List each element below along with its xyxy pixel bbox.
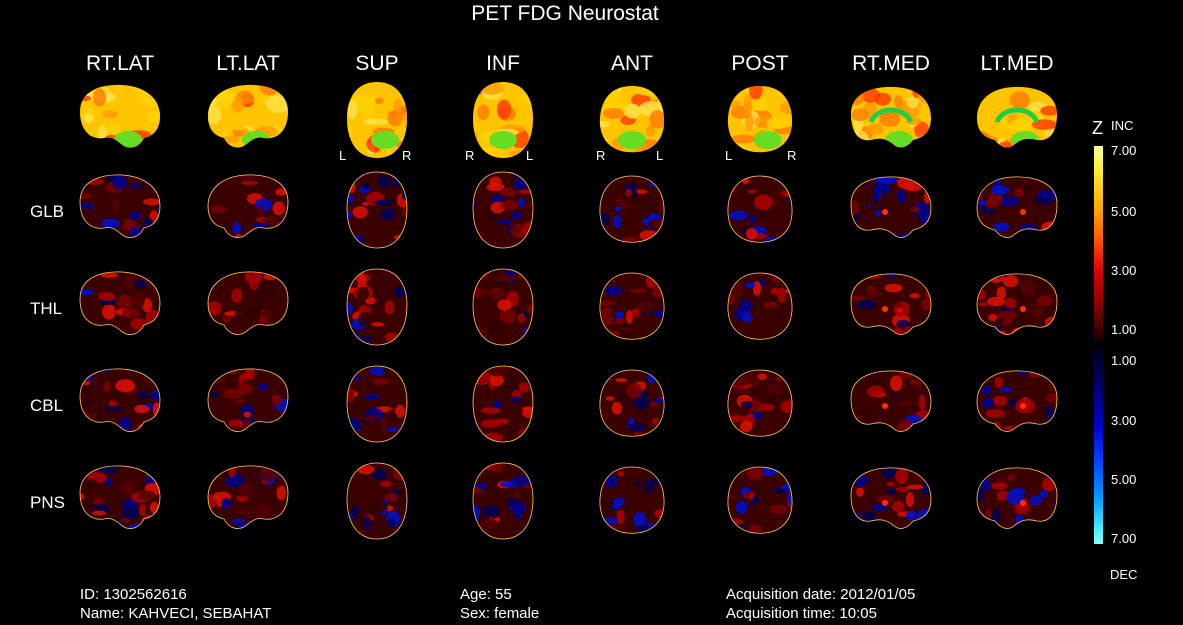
fdg-brain-image xyxy=(599,86,665,153)
fdg-brain-image xyxy=(473,82,533,158)
zscore-brain-image xyxy=(346,171,408,249)
row-label-pns: PNS xyxy=(30,493,65,512)
row-label-cbl: CBL xyxy=(30,396,64,415)
zscore-brain-image xyxy=(599,466,665,534)
zscore-brain-image xyxy=(472,268,534,346)
zscore-brain-image xyxy=(850,176,932,238)
zscore-brain-image xyxy=(727,369,793,437)
fdg-brain-image xyxy=(347,82,407,158)
view-header-sup: SUP xyxy=(355,52,399,75)
zscore-brain-image xyxy=(79,271,161,335)
fdg-brain-image xyxy=(851,86,931,148)
acquisition-date: Acquisition date: 2012/01/05 xyxy=(726,586,916,603)
zscore-brain-image xyxy=(472,365,534,443)
colorbar-tick-inc-1: 1.00 xyxy=(1111,322,1137,337)
colorbar-z-label: Z xyxy=(1092,118,1103,138)
fdg-brain-image xyxy=(977,86,1057,148)
zscore-brain-image xyxy=(346,365,408,443)
colorbar-tick-inc-3: 3.00 xyxy=(1111,263,1137,278)
colorbar-tick-dec-1: 1.00 xyxy=(1111,353,1137,368)
zscore-brain-image xyxy=(79,368,161,432)
zscore-brain-image xyxy=(850,273,932,335)
zscore-brain-image xyxy=(599,369,665,437)
zscore-brain-image xyxy=(207,271,289,335)
zscore-brain-image xyxy=(727,272,793,340)
patient-name: Name: KAHVECI, SEBAHAT xyxy=(80,605,272,622)
orient-post-left: L xyxy=(725,148,733,163)
orient-inf-left: R xyxy=(465,148,475,163)
view-header-post: POST xyxy=(731,52,789,75)
zscore-brain-image xyxy=(976,370,1058,432)
row-label-glb: GLB xyxy=(30,202,65,221)
zscore-brain-image xyxy=(472,462,534,540)
zscore-brain-image xyxy=(472,171,534,249)
orient-sup-left: L xyxy=(339,148,347,163)
colorbar-tick-dec-5: 5.00 xyxy=(1111,472,1137,487)
fdg-brain-image xyxy=(727,86,793,153)
fdg-brain-image xyxy=(80,84,160,148)
view-header-lt-lat: LT.LAT xyxy=(216,52,280,75)
orient-ant-right: L xyxy=(656,148,664,163)
zscore-brain-image xyxy=(207,465,289,529)
orient-ant-left: R xyxy=(596,148,606,163)
zscore-brain-image xyxy=(976,273,1058,335)
zscore-brain-image xyxy=(207,368,289,432)
patient-demographics: Age: 55 Sex: female xyxy=(460,585,539,623)
zscore-brain-image xyxy=(346,268,408,346)
view-header-lt-med: LT.MED xyxy=(980,52,1054,75)
colorbar-tick-dec-3: 3.00 xyxy=(1111,413,1137,428)
orient-sup-right: R xyxy=(402,148,412,163)
zscore-brain-image xyxy=(599,272,665,340)
zscore-brain-image xyxy=(79,465,161,529)
zscore-brain-image xyxy=(850,370,932,432)
patient-id: ID: 1302562616 xyxy=(80,586,187,603)
zscore-brain-image xyxy=(850,467,932,529)
colorbar-tick-inc-5: 5.00 xyxy=(1111,204,1137,219)
colorbar-tick-dec-7: 7.00 xyxy=(1111,531,1137,546)
row-label-thl: THL xyxy=(30,299,63,318)
orient-post-right: R xyxy=(787,148,797,163)
zscore-brain-image xyxy=(727,175,793,243)
patient-age: Age: 55 xyxy=(460,586,512,603)
acquisition-block: Acquisition date: 2012/01/05 Acquisition… xyxy=(726,585,915,623)
colorbar-tick-inc-7: 7.00 xyxy=(1111,143,1137,158)
zscore-brain-image xyxy=(976,176,1058,238)
view-header-inf: INF xyxy=(486,52,520,75)
colorbar-dec-label: DEC xyxy=(1110,567,1138,582)
zscore-brain-image xyxy=(976,467,1058,529)
view-header-rt-med: RT.MED xyxy=(852,52,930,75)
zscore-brain-image xyxy=(599,175,665,243)
zscore-brain-image xyxy=(727,466,793,534)
fdg-brain-image xyxy=(208,84,288,148)
acquisition-time: Acquisition time: 10:05 xyxy=(726,605,877,622)
colorbar-increase xyxy=(1094,146,1103,341)
orient-inf-right: L xyxy=(526,148,534,163)
zscore-brain-image xyxy=(207,174,289,238)
view-header-rt-lat: RT.LAT xyxy=(85,52,155,75)
view-header-ant: ANT xyxy=(611,52,653,75)
patient-id-block: ID: 1302562616 Name: KAHVECI, SEBAHAT xyxy=(80,585,271,623)
colorbar-decrease xyxy=(1094,348,1103,544)
zscore-brain-image xyxy=(346,462,408,540)
page-title: PET FDG Neurostat xyxy=(471,2,659,25)
colorbar-inc-label: INC xyxy=(1111,118,1134,133)
patient-sex: Sex: female xyxy=(460,605,540,622)
zscore-brain-image xyxy=(79,174,161,238)
